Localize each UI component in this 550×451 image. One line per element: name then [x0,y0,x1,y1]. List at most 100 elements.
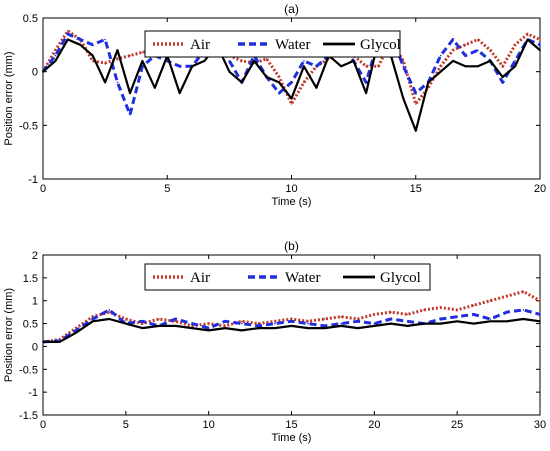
chart1-series-glycol-point [257,327,260,329]
chart0-series-glycol-point [514,65,516,68]
chart1-legend-box [144,263,431,291]
chart1-series-air-point [257,322,260,325]
chart0-series-air-point [526,33,529,35]
chart0-series-air-line [41,29,541,106]
chart1-series-water-point [506,311,508,313]
chart1-legend-label-air: Air [190,270,210,286]
chart1-series-water-point [390,318,392,320]
chart0-series-air-point [129,54,131,57]
chart1-series-glycol-point [506,320,508,323]
chart0-legend-label-air: Air [190,37,210,53]
chart0-series-air-point [290,103,293,105]
chart1-ytick-label: -0.5 [19,364,38,376]
chart0-series-glycol-point [477,65,479,68]
chart0-series-water-point [67,33,69,35]
chart1-series-air-point [357,318,359,320]
chart0-ylabel: Position error (mm) [3,51,15,145]
chart0-series-water-point [539,44,541,46]
chart0-xlabel: Time (s) [272,196,312,208]
chart0-series-air-point [265,58,268,60]
chart1-series-glycol-point [174,325,177,327]
chart1-series-air-point [274,320,276,323]
chart1-series-air-point [174,320,177,323]
chart0-series-air-point [116,58,119,60]
chart0-xtick-label: 20 [534,183,546,195]
chart1-series-air-point [423,309,425,311]
chart1-series-air-point [323,318,326,320]
chart0-series-air-point [415,103,417,105]
chart0-series-air-point [91,60,94,62]
chart1-series-air-point [472,304,475,307]
chart0-series-glycol-point [526,38,529,41]
chart1-series-air-point [191,325,193,327]
chart1-series-glycol-point [439,322,442,325]
chart1-series-glycol-point [241,329,243,332]
chart0-series-water-point [315,65,318,68]
chart0-series-glycol-point [116,49,119,51]
chart1-series-glycol-point [224,327,226,329]
chart0-series-water-point [477,49,479,51]
chart0-xtick-label: 15 [410,183,422,195]
chart0-series-glycol-point [352,60,355,62]
chart1-series-water-point [75,329,77,332]
chart1-series-glycol-point [456,320,459,323]
chart1-series-water-point [141,320,144,323]
chart1-xtick-label: 15 [285,419,297,431]
chart0-series-water-point [402,65,405,68]
chart0-xtick-label: 0 [40,183,46,195]
chart0-series-glycol-point [129,92,131,94]
chart0-series-glycol-point [539,49,541,51]
chart0-series-glycol-point [365,92,367,94]
chart0-series-water-point [365,81,367,84]
chart0-ytick-label: -1 [28,174,38,186]
chart1-series-air-point [340,315,343,318]
chart1-series-water-point [224,320,226,323]
chart0-series-water-point [452,38,454,41]
chart1-ytick-label: 2 [32,250,38,262]
chart0-series-water-point [439,54,442,57]
chart0-legend-label-glycol: Glycol [360,37,401,53]
chart1-xtick-label: 30 [534,419,546,431]
chart1-series-glycol-point [323,327,326,329]
chart0-series-air-point [539,38,541,41]
chart1-legend-label-glycol: Glycol [380,270,421,286]
chart0-series-water-point [104,38,106,41]
chart1-series-air-point [539,299,541,302]
chart0-legend-label-water: Water [275,37,310,53]
chart1-ytick-label: 0 [32,341,38,353]
chart0-series-glycol-point [228,70,231,73]
chart1-series-water-point [357,320,359,323]
chart0-series-water-point [464,54,467,57]
chart1-series-water-point [439,318,442,320]
chart1-series-glycol-point [91,320,94,323]
chart0-series-water-point [79,38,82,41]
chart1-series-air-point [373,313,376,316]
chart1-series-water-point [257,325,260,327]
chart0-series-water-point [141,65,144,68]
chart1-series-water-point [323,325,326,327]
chart0-series-glycol-point [253,60,255,62]
chart1-legend-label-water: Water [285,270,320,286]
chart0-series-air-point [377,65,380,68]
chart0-series-air-point [477,38,479,41]
chart1-series-glycol-point [357,327,359,329]
chart1-series-glycol-point [274,327,276,329]
chart1-series-water-point [539,313,541,316]
chart1-series-water-point [191,322,193,325]
chart0-series-air-point [303,81,305,84]
chart1-series-glycol-point [75,331,77,334]
chart0-ytick-label: 0.5 [23,13,38,25]
chart1-series-air-point [158,318,160,320]
chart1-series-air-point [141,322,144,325]
chart1-series-air-point [108,311,111,313]
chart1-series-glycol-point [373,325,376,327]
chart0-series-water-point [415,92,417,94]
chart1-series-glycol-point [423,322,425,325]
chart1-ytick-label: -1 [28,387,38,399]
chart0-series-water-point [228,60,231,62]
chart1-series-water-point [207,327,210,329]
chart0-series-glycol-point [191,65,193,68]
chart1-series-glycol-point [42,341,44,343]
chart1-series-air-point [125,318,127,320]
